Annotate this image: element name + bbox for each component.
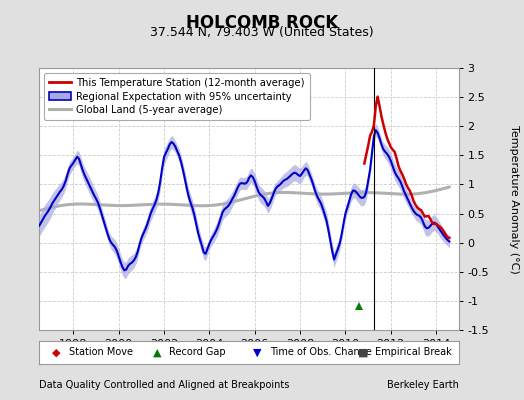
Text: ▼: ▼: [253, 347, 261, 357]
Y-axis label: Temperature Anomaly (°C): Temperature Anomaly (°C): [509, 125, 519, 273]
Legend: This Temperature Station (12-month average), Regional Expectation with 95% uncer: This Temperature Station (12-month avera…: [45, 73, 310, 120]
Text: Time of Obs. Change: Time of Obs. Change: [270, 347, 372, 357]
Text: Berkeley Earth: Berkeley Earth: [387, 380, 458, 390]
Text: ◆: ◆: [52, 347, 60, 357]
Text: Station Move: Station Move: [69, 347, 133, 357]
Text: Empirical Break: Empirical Break: [375, 347, 451, 357]
Text: Data Quality Controlled and Aligned at Breakpoints: Data Quality Controlled and Aligned at B…: [39, 380, 290, 390]
Text: ■: ■: [358, 347, 368, 357]
Text: ▲: ▲: [152, 347, 161, 357]
Text: HOLCOMB ROCK: HOLCOMB ROCK: [186, 14, 338, 32]
Text: Record Gap: Record Gap: [169, 347, 226, 357]
Text: 37.544 N, 79.403 W (United States): 37.544 N, 79.403 W (United States): [150, 26, 374, 39]
